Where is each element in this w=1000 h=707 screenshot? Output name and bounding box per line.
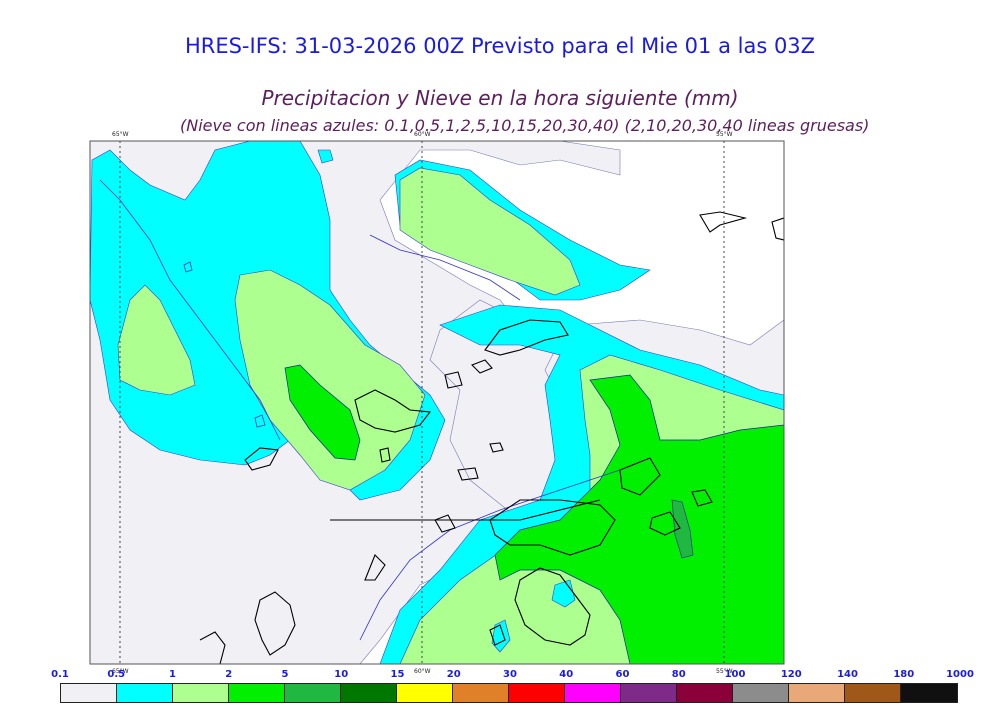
lon-label-top-left: 65°W	[112, 131, 129, 138]
precip-darkgreen-area	[671, 499, 694, 559]
legend-swatch	[901, 684, 957, 702]
legend-threshold-label: 140	[837, 669, 858, 680]
legend-swatch	[509, 684, 565, 702]
legend-swatch	[173, 684, 229, 702]
legend-swatch	[341, 684, 397, 702]
legend-threshold-label: 1	[169, 669, 176, 680]
legend-swatch	[61, 684, 117, 702]
legend-swatch	[229, 684, 285, 702]
lon-label-bottom-mid: 60°W	[414, 668, 431, 675]
snow-contour-note: (Nieve con lineas azules: 0.1,0.5,1,2,5,…	[180, 116, 870, 135]
legend-threshold-label: 100	[724, 669, 746, 680]
legend-swatch	[453, 684, 509, 702]
meridian-lines	[119, 141, 725, 664]
legend-threshold-label: 60	[615, 669, 630, 680]
legend-threshold-label: 0.1	[51, 669, 69, 680]
legend-threshold-label: 15	[390, 669, 405, 680]
legend-swatch	[789, 684, 845, 702]
legend-threshold-label: 2	[225, 669, 233, 680]
legend-swatch	[677, 684, 733, 702]
map-frame	[89, 140, 785, 665]
map-title: HRES-IFS: 31-03-2026 00Z Previsto para e…	[184, 34, 816, 58]
lon-label-top-mid: 60°W	[414, 131, 431, 138]
legend-threshold-label: 80	[671, 669, 686, 680]
map-subtitle: Precipitacion y Nieve en la hora siguien…	[261, 86, 739, 110]
legend-swatch	[285, 684, 341, 702]
legend-threshold-label: 40	[559, 669, 574, 680]
lon-label-top-right: 55°W	[716, 131, 733, 138]
legend-threshold-label: 1000	[946, 669, 974, 680]
legend-swatch	[621, 684, 677, 702]
legend-color-bar	[60, 683, 958, 703]
coastlines	[199, 211, 784, 664]
legend-threshold-label: 120	[780, 669, 802, 680]
legend-threshold-label: 20	[446, 669, 461, 680]
lon-label-bottom-left: 65°W	[112, 668, 129, 675]
legend-threshold-label: 5	[281, 669, 289, 680]
legend-threshold-label: 0.5	[107, 669, 126, 680]
legend-swatch	[397, 684, 453, 702]
legend-swatch	[733, 684, 789, 702]
legend-threshold-label: 30	[503, 669, 517, 680]
legend-swatch	[845, 684, 901, 702]
legend-threshold-label: 180	[893, 669, 915, 680]
legend-swatch	[565, 684, 621, 702]
legend-threshold-label: 10	[334, 669, 349, 680]
precip-green-areas	[284, 364, 784, 664]
lon-label-bottom-right: 55°W	[716, 668, 733, 675]
legend-swatch	[117, 684, 173, 702]
